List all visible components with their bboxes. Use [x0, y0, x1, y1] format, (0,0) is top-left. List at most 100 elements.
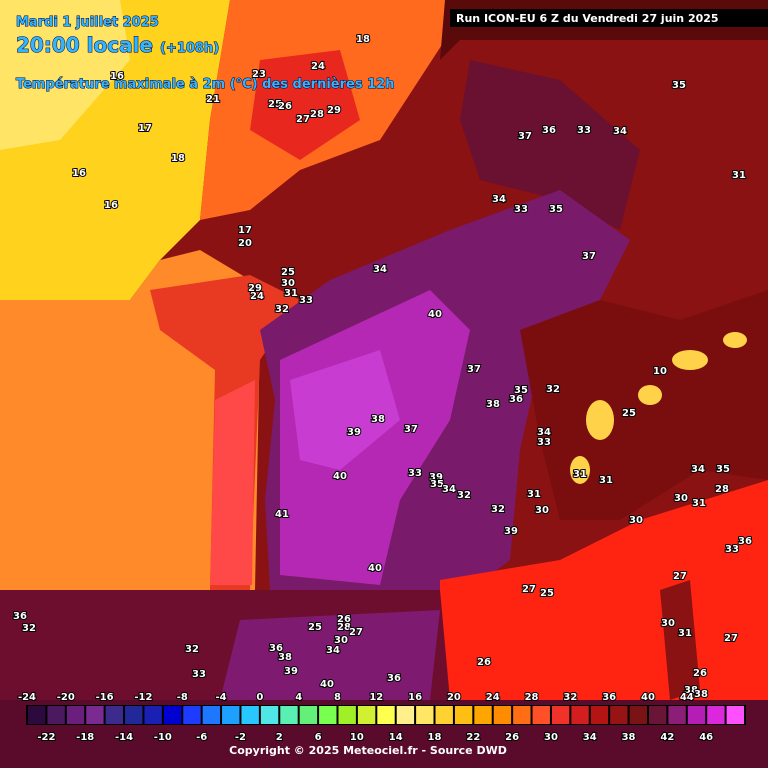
scale-swatch: [183, 706, 201, 724]
scale-swatch: [610, 706, 628, 724]
temperature-label: 17: [138, 123, 152, 134]
temperature-label: 28: [337, 622, 351, 633]
scale-swatch: [105, 706, 124, 724]
date: Mardi 1 juillet 2025: [16, 15, 159, 30]
temperature-label: 21: [206, 94, 220, 105]
scale-label: 28: [525, 692, 539, 703]
scale-swatch: [629, 706, 647, 724]
temperature-label: 34: [537, 427, 551, 438]
scale-label: -14: [115, 732, 133, 743]
temperature-label: 31: [692, 498, 706, 509]
temperature-label: 33: [192, 669, 206, 680]
uk-hot: [250, 50, 360, 160]
scale-swatch: [416, 706, 434, 724]
temperature-label: 16: [110, 71, 124, 82]
temperature-label: 36: [387, 673, 401, 684]
scale-swatch: [338, 706, 356, 724]
temperature-label: 38: [371, 414, 385, 425]
temperature-label: 35: [430, 479, 444, 490]
temperature-label: 30: [535, 505, 549, 516]
alps-peaks: [570, 332, 747, 484]
scale-label: -16: [96, 692, 114, 703]
scale-swatch: [513, 706, 531, 724]
scale-label: -6: [196, 732, 207, 743]
scale-swatch: [590, 706, 609, 724]
temperature-label: 34: [492, 194, 506, 205]
peak: [672, 350, 708, 370]
scale-label: 46: [699, 732, 713, 743]
scale-label: 16: [408, 692, 422, 703]
scale-label: 34: [583, 732, 597, 743]
temperature-label: 34: [442, 484, 456, 495]
scale-label: 40: [641, 692, 655, 703]
peak: [638, 385, 662, 405]
temperature-label: 33: [537, 437, 551, 448]
scale-label: 4: [295, 692, 302, 703]
temperature-label: 37: [518, 131, 532, 142]
scale-swatch: [474, 706, 492, 724]
scale-swatch: [687, 706, 706, 724]
temperature-label: 29: [327, 105, 341, 116]
scale-label: -2: [235, 732, 246, 743]
temperature-label: 36: [269, 643, 283, 654]
temperature-label: 37: [582, 251, 596, 262]
peak: [586, 400, 614, 440]
temperature-label: 33: [725, 544, 739, 555]
scale-label: -8: [177, 692, 188, 703]
temperature-label: 31: [732, 170, 746, 181]
scale-swatch: [125, 706, 143, 724]
temperature-label: 34: [326, 645, 340, 656]
temperature-label: 25: [622, 408, 636, 419]
scale-label: 12: [369, 692, 383, 703]
temperature-label: 32: [491, 504, 505, 515]
scale-label: 18: [428, 732, 442, 743]
temperature-label: 26: [693, 668, 707, 679]
temperature-label: 26: [337, 614, 351, 625]
temperature-label: 10: [653, 366, 667, 377]
scale-swatch: [551, 706, 570, 724]
scale-swatch: [454, 706, 473, 724]
temperature-label: 37: [467, 364, 481, 375]
scale-swatch: [241, 706, 259, 724]
temperature-label: 40: [320, 679, 334, 690]
temperature-label: 25: [540, 588, 554, 599]
temperature-label: 36: [542, 125, 556, 136]
temperature-label: 32: [185, 644, 199, 655]
temperature-label: 38: [694, 689, 708, 700]
temperature-label: 36: [738, 536, 752, 547]
scale-swatch: [202, 706, 221, 724]
scale-label: 26: [505, 732, 519, 743]
scale-swatch: [435, 706, 453, 724]
temperature-label: 33: [514, 204, 528, 215]
scale-swatch: [163, 706, 182, 724]
temperature-label: 31: [678, 628, 692, 639]
temperature-label: 28: [715, 484, 729, 495]
scale-label: -4: [215, 692, 226, 703]
spain-hot: [220, 610, 440, 700]
copyright: Copyright © 2025 Meteociel.fr - Source D…: [229, 744, 507, 757]
temperature-label: 25: [268, 99, 282, 110]
temperature-label: 29: [248, 283, 262, 294]
temperature-label: 38: [684, 685, 698, 696]
scale-swatch: [66, 706, 85, 724]
scale-label: 30: [544, 732, 558, 743]
temperature-label: 20: [238, 238, 252, 249]
scale-label: -10: [154, 732, 172, 743]
temperature-label: 31: [573, 469, 587, 480]
scale-label: 38: [622, 732, 636, 743]
corsica-zone: [660, 580, 700, 700]
temperature-label: 36: [13, 611, 27, 622]
temperature-label: 26: [477, 657, 491, 668]
temperature-label: 31: [599, 475, 613, 486]
temperature-label: 40: [428, 309, 442, 320]
temperature-label: 33: [299, 295, 313, 306]
temperature-label: 40: [368, 563, 382, 574]
temperature-label: 39: [284, 666, 298, 677]
temperature-label: 40: [333, 471, 347, 482]
temperature-label: 26: [278, 101, 292, 112]
scale-swatch: [47, 706, 65, 724]
scale-label: 14: [389, 732, 403, 743]
temperature-label: 27: [673, 571, 687, 582]
scale-label: -22: [37, 732, 55, 743]
temperature-label: 18: [171, 153, 185, 164]
